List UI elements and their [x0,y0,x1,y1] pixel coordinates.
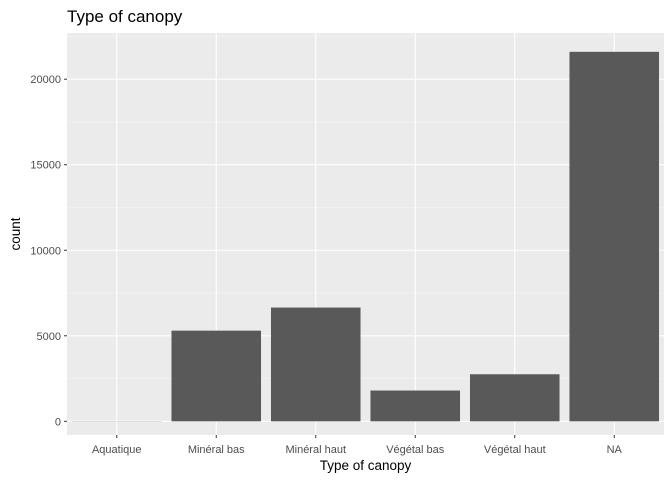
x-axis-title: Type of canopy [320,458,412,473]
bar-na [569,51,660,422]
y-axis-title: count [8,217,23,250]
x-tick-label: NA [607,444,623,456]
bar-végétal-bas [370,390,461,422]
bar-minéral-bas [171,330,262,422]
y-tick-labels: 0 5000 10000 15000 20000 [30,74,67,428]
y-tick-label: 20000 [30,74,61,86]
y-tick-label: 10000 [30,245,61,257]
x-tick-labels: Aquatique Minéral bas Minéral haut Végétal … [92,435,623,456]
y-tick-label: 0 [55,416,61,428]
chart-title: Type of canopy [67,7,183,26]
x-tick-label: Végétal bas [386,444,445,456]
x-tick-label: Aquatique [92,444,142,456]
y-tick-label: 5000 [37,331,61,343]
gridlines [67,33,664,435]
y-tick-label: 15000 [30,160,61,172]
bar-végétal-haut [469,374,560,422]
plot-panel [67,33,664,435]
x-tick-label: Minéral bas [188,444,245,456]
bars [71,51,660,422]
x-tick-label: Minéral haut [285,444,346,456]
x-tick-label: Végétal haut [484,444,546,456]
bar-minéral-haut [270,307,361,422]
